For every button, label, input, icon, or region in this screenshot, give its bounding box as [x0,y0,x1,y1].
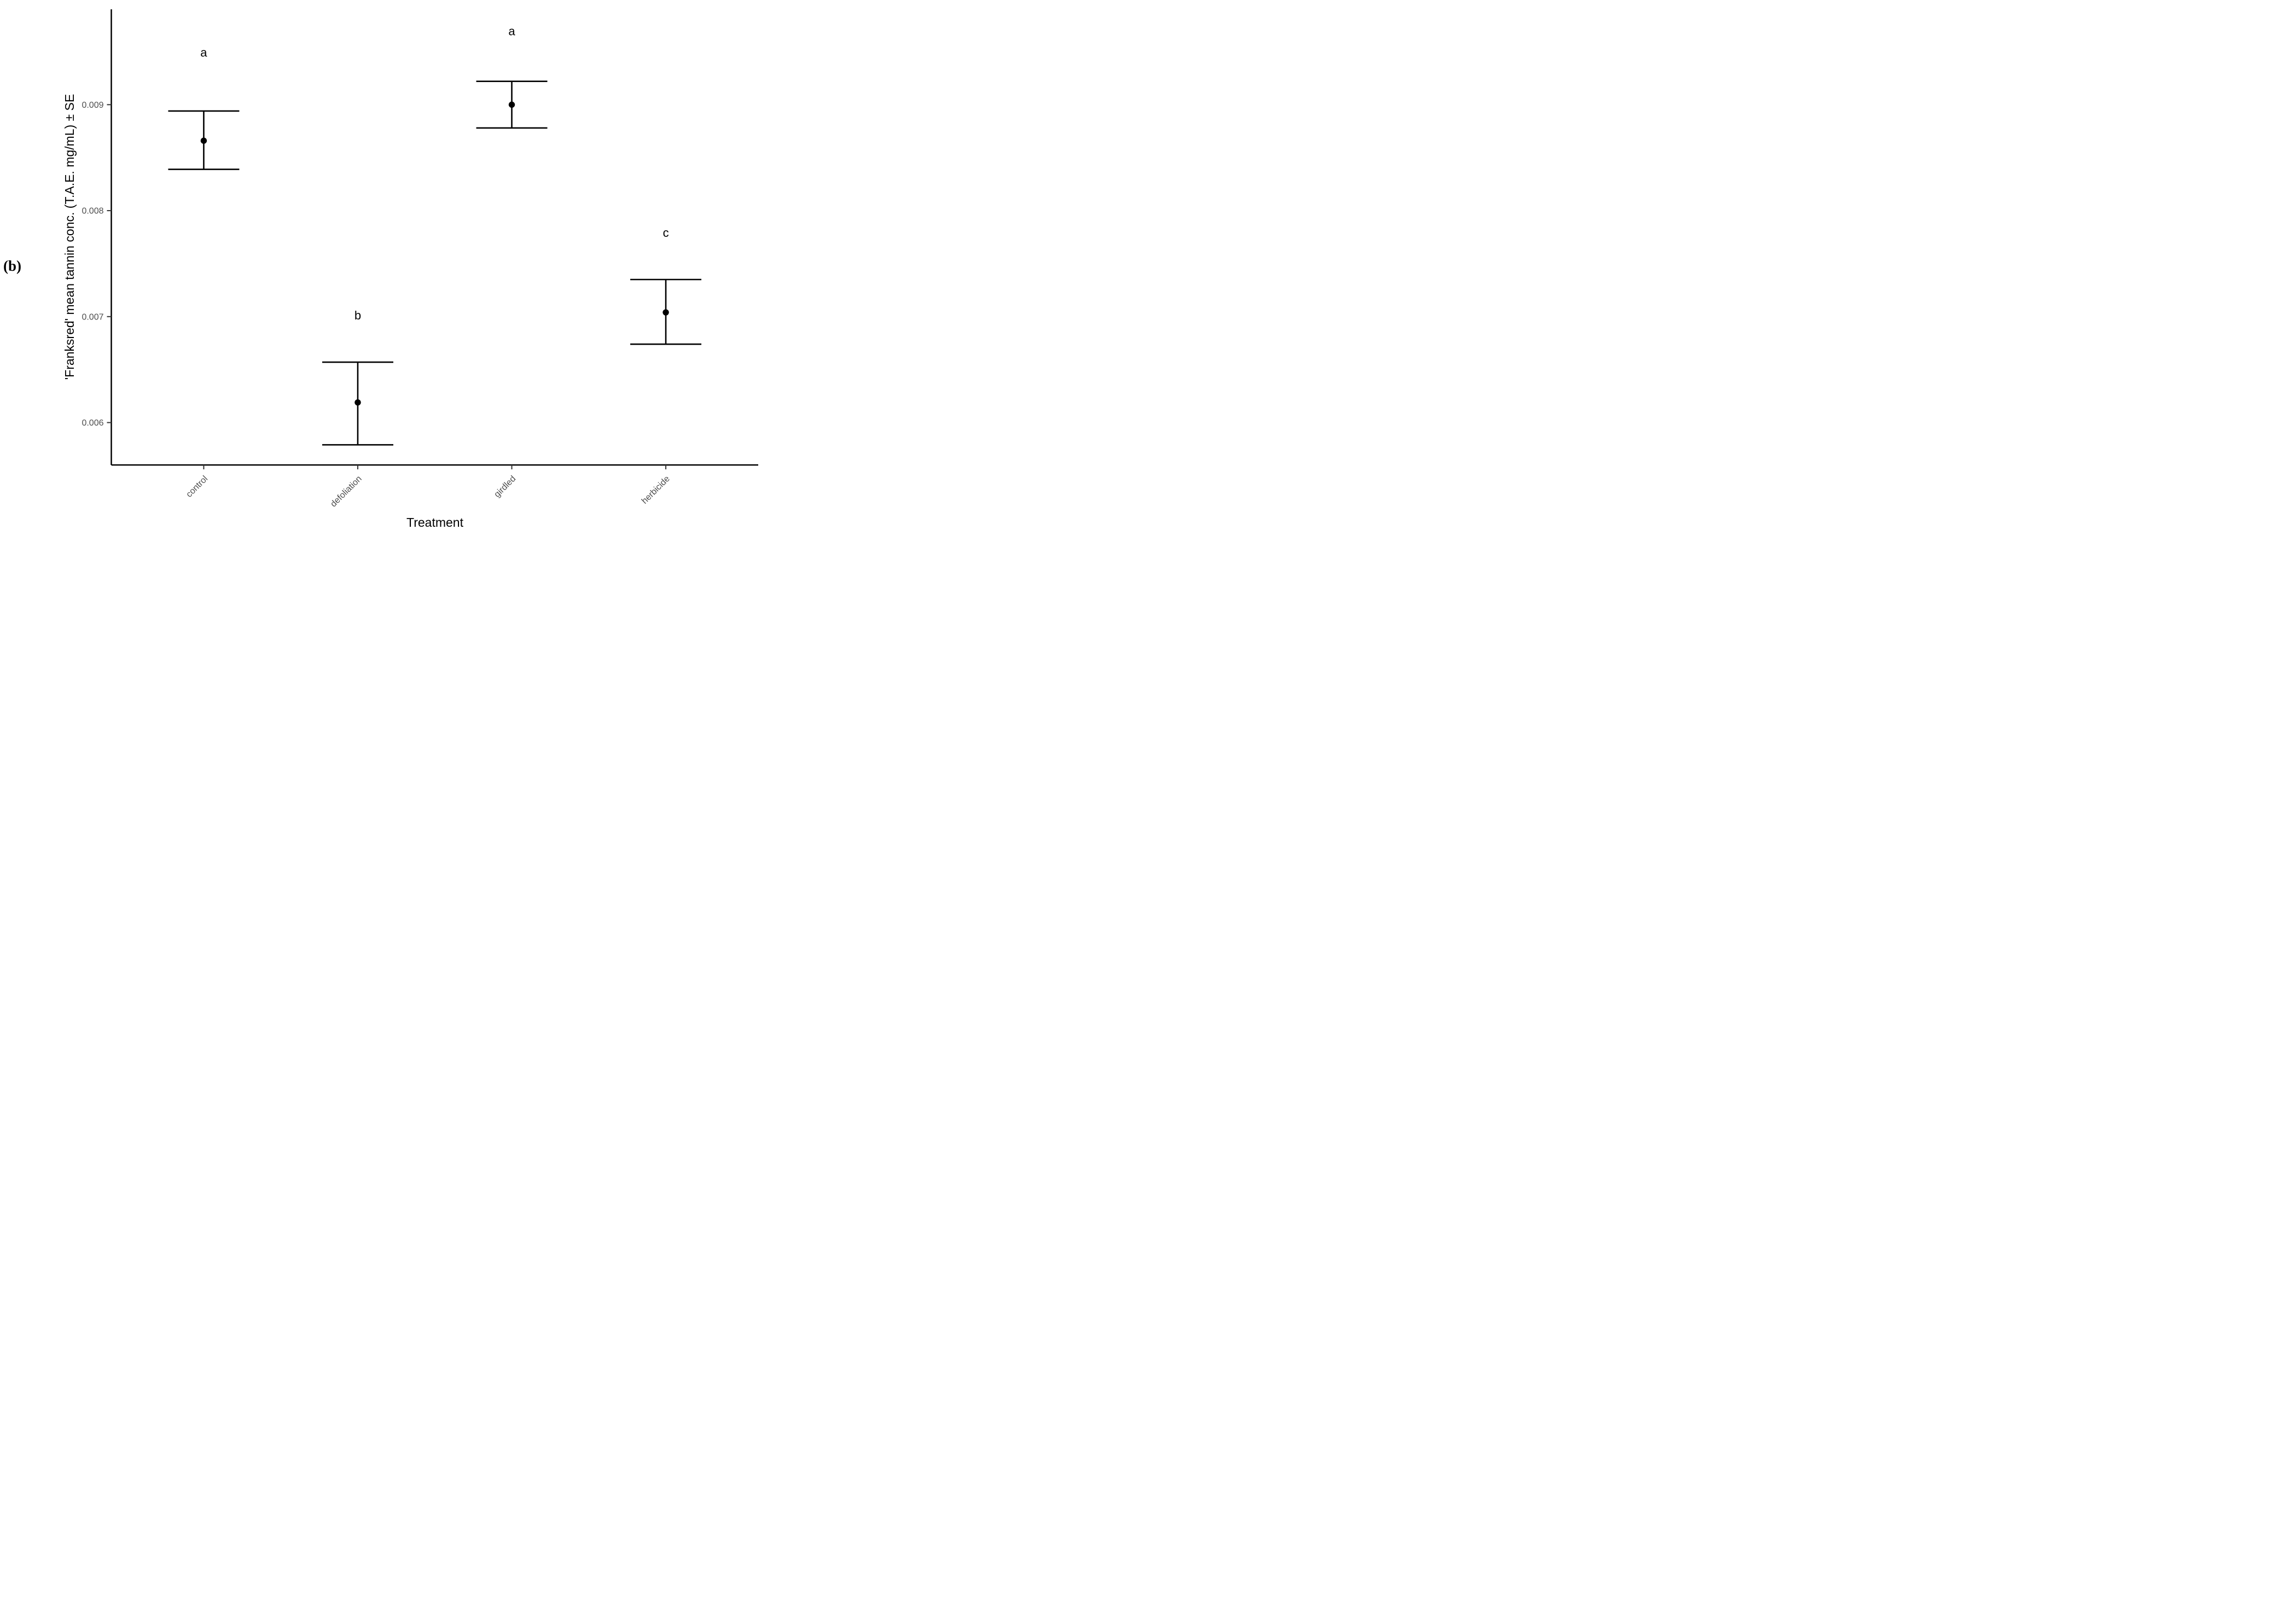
mean-point [508,101,515,108]
panel-label: (b) [3,258,21,274]
x-tick-label: herbicide [640,474,672,506]
mean-point [354,399,361,406]
x-tick-label: girdled [492,474,518,499]
x-axis-title: Treatment [406,515,464,530]
significance-letter: b [354,309,361,322]
y-tick-label: 0.007 [82,312,103,322]
significance-letter: a [200,45,207,59]
errorbar-chart: 0.006 0.007 0.008 0.009 control defoliation gi… [62,9,758,530]
mean-point [200,137,207,144]
x-tick-label: control [184,474,210,499]
plot-area: 0.006 0.007 0.008 0.009 control defoliation gi… [82,9,758,509]
y-tick-label: 0.008 [82,207,103,216]
y-tick-label: 0.009 [82,101,103,110]
mean-point [662,309,669,316]
y-axis-title: 'Franksred' mean tannin conc. (T.A.E. mg… [62,94,77,380]
significance-letter: c [663,226,669,240]
y-tick-label: 0.006 [82,418,103,428]
x-tick-label: defoliation [329,474,364,509]
figure-panel-b: (b) 0.006 0.007 0.008 0.009 control defoliati… [0,0,765,541]
significance-letter: a [508,25,515,38]
